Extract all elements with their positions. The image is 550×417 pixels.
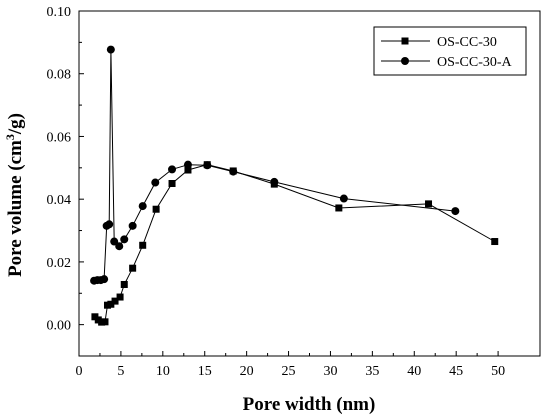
x-axis: 0 5 10 15 20 25 30 35 40 45 50: [76, 351, 505, 379]
series-2-point: [203, 161, 212, 170]
series-2-point: [110, 237, 119, 246]
series-layer: [90, 45, 499, 326]
x-tick-label: 30: [323, 364, 337, 379]
series-1-point: [139, 241, 147, 249]
y-tick-label: 0.10: [47, 5, 72, 20]
series-1-point: [107, 300, 115, 308]
series-2-point: [138, 202, 147, 211]
series-2-point: [105, 220, 114, 229]
x-tick-label: 40: [407, 364, 421, 379]
y-axis-title-superscript: 3: [3, 134, 17, 140]
series-1-point: [491, 238, 499, 246]
series-2-point: [183, 160, 192, 169]
y-tick-label: 0.08: [47, 68, 72, 83]
series-2-point: [115, 242, 124, 251]
series-1-point: [335, 204, 343, 212]
series-2-point: [128, 221, 137, 230]
x-tick-label: 45: [449, 364, 463, 379]
x-tick-label: 25: [282, 364, 296, 379]
x-axis-title: Pore width (nm): [243, 394, 376, 415]
series-2-point: [120, 235, 129, 244]
x-tick-label: 50: [491, 364, 505, 379]
series-2-point: [100, 275, 109, 284]
series-line-2: [94, 49, 456, 282]
legend-label-2: OS-CC-30-A: [437, 55, 513, 70]
x-tick-label: 15: [198, 364, 212, 379]
y-tick-label: 0.02: [47, 256, 72, 271]
x-tick-label: 35: [365, 364, 379, 379]
series-1-point: [184, 166, 192, 174]
y-axis: 0.00 0.02 0.04 0.06 0.08 0.10: [47, 5, 84, 357]
series-1-point: [120, 280, 128, 288]
series-1-point: [129, 264, 137, 272]
y-axis-title-end: /g): [5, 113, 26, 135]
series-2-point: [270, 177, 279, 186]
series-2-point: [339, 194, 348, 203]
series-1-point: [116, 293, 124, 301]
x-tick-label: 20: [240, 364, 254, 379]
x-tick-label: 5: [117, 364, 124, 379]
series-2-point: [151, 178, 160, 187]
series-2-point: [229, 167, 238, 176]
series-1-point: [111, 297, 119, 305]
x-tick-label: 10: [156, 364, 170, 379]
series-2-point: [451, 207, 460, 216]
series-1-point: [152, 205, 160, 213]
series-2-point: [168, 165, 177, 174]
series-1-point: [101, 318, 109, 326]
y-tick-label: 0.06: [47, 130, 72, 145]
legend-marker-1: [401, 37, 409, 45]
series-1-point: [168, 180, 176, 187]
y-tick-label: 0.00: [47, 319, 72, 334]
series-2-point: [106, 45, 115, 54]
legend-marker-2: [401, 57, 409, 65]
legend-label-1: OS-CC-30: [437, 35, 497, 50]
y-axis-title: Pore volume (cm3/g): [3, 113, 26, 277]
legend: OS-CC-30 OS-CC-30-A: [373, 26, 527, 76]
x-tick-label: 0: [76, 364, 83, 379]
series-1-point: [425, 200, 433, 208]
legend-box: [373, 26, 527, 76]
y-axis-title-main: Pore volume (cm: [5, 140, 26, 277]
y-tick-label: 0.04: [47, 193, 72, 208]
series-line-1: [94, 164, 495, 323]
